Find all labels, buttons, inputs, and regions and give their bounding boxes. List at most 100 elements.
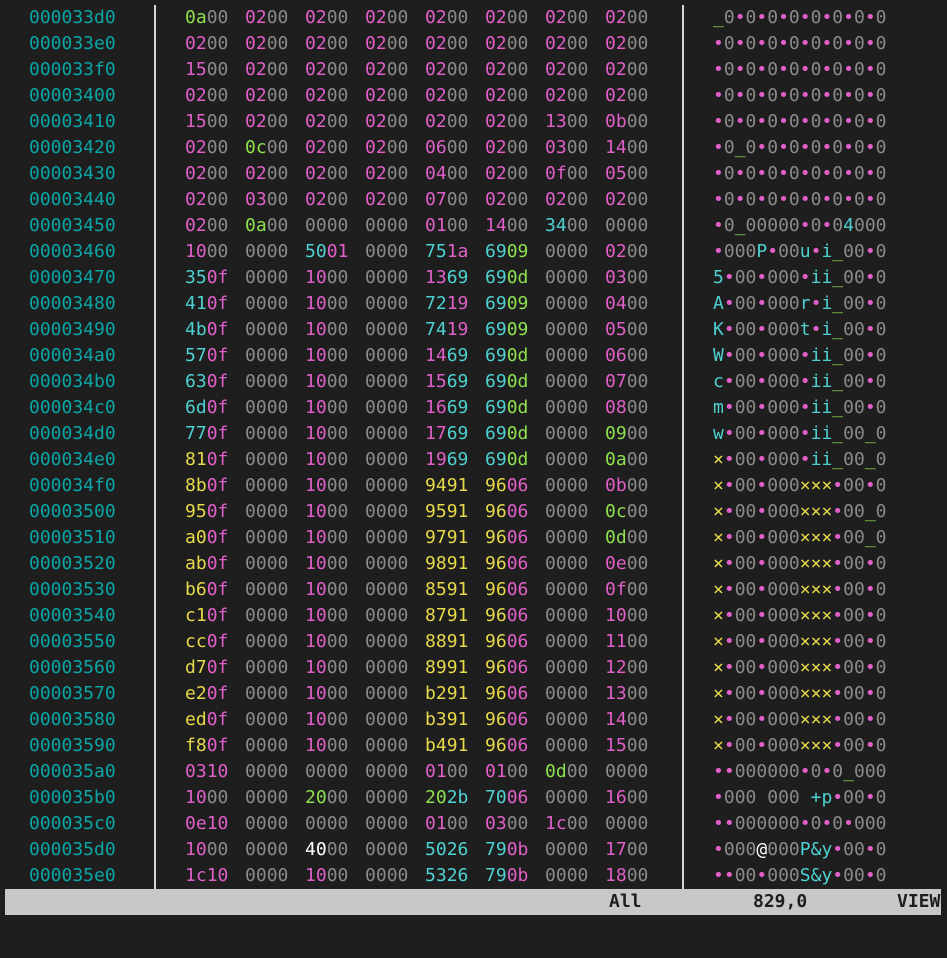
hex-word: 751a (425, 241, 469, 262)
hex-word: 1000 (305, 475, 349, 496)
hex-word: 690d (485, 345, 529, 366)
hex-word: 0000 (365, 397, 409, 418)
hex-word: 810f (185, 449, 229, 470)
hex-word: 0000 (545, 475, 589, 496)
hex-word: 0100 (425, 215, 469, 236)
row-offset: 00003530 (29, 579, 116, 600)
hex-word: 0200 (185, 189, 229, 210)
hex-word: 0200 (245, 33, 289, 54)
hex-word: 202b (425, 787, 469, 808)
row-offset: 00003420 (29, 137, 116, 158)
hex-word: 0100 (425, 761, 469, 782)
hex-word: 7419 (425, 319, 469, 340)
hex-word: f80f (185, 735, 229, 756)
ascii-text: •0•0•0•0•0•0•0•0 (713, 111, 887, 132)
hex-word: 1000 (305, 631, 349, 652)
hex-word: 9891 (425, 553, 469, 574)
hex-word: 0a00 (185, 7, 229, 28)
hex-word: ed0f (185, 709, 229, 730)
ascii-text: ×•00•000×××•00•0 (713, 735, 887, 756)
ascii-text: •0•0•0•0•0•0•0•0 (713, 189, 887, 210)
hex-word: 0000 (545, 683, 589, 704)
row-offset: 00003590 (29, 735, 116, 756)
hex-word: 0000 (245, 371, 289, 392)
hex-word: 1000 (305, 345, 349, 366)
hex-word: 690d (485, 267, 529, 288)
hex-row: 00003540 c10f 0000 1000 0000 8791 9606 0000 1000… (0, 603, 947, 629)
hex-word: 5326 (425, 865, 469, 886)
hex-word: 1000 (305, 709, 349, 730)
hex-word: 0000 (245, 449, 289, 470)
hex-word: 0200 (605, 7, 649, 28)
hex-row: 000034b0 630f 0000 1000 0000 1569 690d 0000 0700… (0, 369, 947, 395)
hex-word: 1c00 (545, 813, 589, 834)
ascii-text: c•00•000•ii_00•0 (713, 371, 887, 392)
hex-word: 0200 (605, 59, 649, 80)
hex-row: 000033e0 0200 0200 0200 0200 0200 0200 0200 0200… (0, 31, 947, 57)
hex-word: ab0f (185, 553, 229, 574)
hex-word: 1300 (605, 683, 649, 704)
hex-word: 0000 (245, 423, 289, 444)
hex-word: 0000 (305, 761, 349, 782)
hex-word: 0400 (605, 293, 649, 314)
hex-word: 0000 (365, 813, 409, 834)
hex-word: 0200 (425, 7, 469, 28)
row-offset: 00003510 (29, 527, 116, 548)
row-offset: 000034f0 (29, 475, 116, 496)
hex-word: 0200 (305, 163, 349, 184)
ascii-text: m•00•000•ii_00•0 (713, 397, 887, 418)
hex-word: 350f (185, 267, 229, 288)
hex-word: 0000 (365, 839, 409, 860)
hex-word: 0000 (365, 423, 409, 444)
status-cursor-position: 829,0 (753, 891, 808, 912)
ascii-text: ••000000•0•0•000 (713, 813, 887, 834)
hex-word: 0200 (545, 189, 589, 210)
hex-word: 0600 (425, 137, 469, 158)
ascii-text: _0•0•0•0•0•0•0•0 (713, 7, 887, 28)
hex-row: 000035a0 0310 0000 0000 0000 0100 0100 0d00 0000… (0, 759, 947, 785)
hex-word: 0000 (365, 501, 409, 522)
hex-word: 1000 (305, 527, 349, 548)
row-offset: 000033f0 (29, 59, 116, 80)
hex-word: 0b00 (605, 111, 649, 132)
hex-word: 0200 (485, 7, 529, 28)
hex-word: 0000 (245, 787, 289, 808)
ascii-text: ×•00•000×××•00_0 (713, 527, 887, 548)
ascii-divider (682, 5, 684, 889)
hex-word: 0000 (365, 787, 409, 808)
hex-word: 0200 (245, 7, 289, 28)
hex-word: 4000 (305, 839, 349, 860)
hex-word: 0200 (365, 111, 409, 132)
hex-word: 1000 (305, 865, 349, 886)
hex-word: 1800 (605, 865, 649, 886)
hex-word: 0200 (545, 85, 589, 106)
hex-row: 00003440 0200 0300 0200 0200 0700 0200 0200 0200… (0, 187, 947, 213)
row-offset: 00003400 (29, 85, 116, 106)
hex-word: 1c10 (185, 865, 229, 886)
hex-word: 0000 (545, 345, 589, 366)
row-offset: 00003570 (29, 683, 116, 704)
hex-word: 5001 (305, 241, 349, 262)
hex-word: 0200 (185, 163, 229, 184)
hex-word: 0000 (365, 267, 409, 288)
hex-word: 0000 (365, 215, 409, 236)
hex-word: 1769 (425, 423, 469, 444)
hex-word: 0200 (365, 33, 409, 54)
ascii-text: ×•00•000×××•00•0 (713, 683, 887, 704)
hex-row: 000034c0 6d0f 0000 1000 0000 1669 690d 0000 0800… (0, 395, 947, 421)
hex-word: 1000 (305, 735, 349, 756)
hex-row: 000034e0 810f 0000 1000 0000 1969 690d 0000 0a00… (0, 447, 947, 473)
hex-word: 0000 (545, 839, 589, 860)
hex-word: 9606 (485, 501, 529, 522)
row-offset: 00003540 (29, 605, 116, 626)
hex-word: 8791 (425, 605, 469, 626)
hex-word: 0200 (485, 163, 529, 184)
hex-word: 0200 (425, 111, 469, 132)
hex-word: 0000 (545, 865, 589, 886)
hex-word: 570f (185, 345, 229, 366)
hex-word: 690d (485, 371, 529, 392)
hex-row: 00003550 cc0f 0000 1000 0000 8891 9606 0000 1100… (0, 629, 947, 655)
hex-word: 770f (185, 423, 229, 444)
hex-word: 0000 (245, 813, 289, 834)
ascii-text: 5•00•000•ii_00•0 (713, 267, 887, 288)
